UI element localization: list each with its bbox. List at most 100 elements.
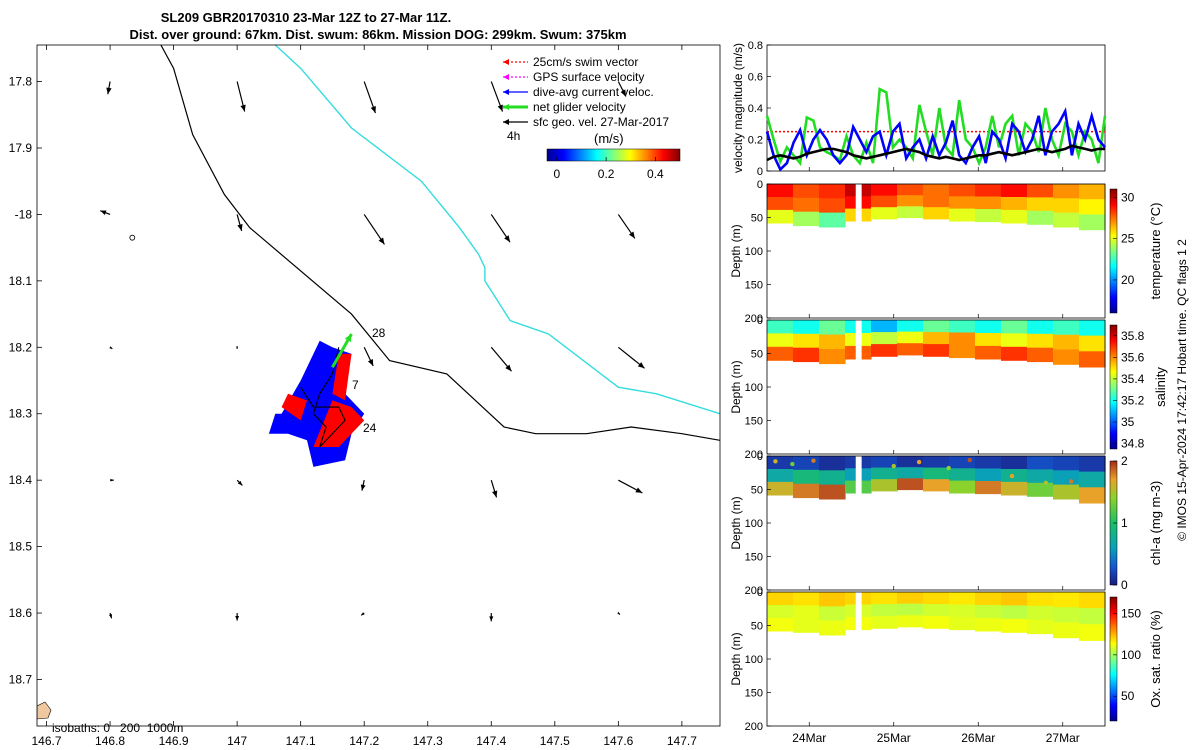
land-patch: [37, 701, 52, 720]
section-cell: [1027, 320, 1054, 335]
section-cell: [1053, 484, 1080, 500]
section-cell: [1079, 335, 1106, 352]
section-cell: [871, 456, 898, 469]
section-cell: [1027, 619, 1054, 635]
section-cell: [1079, 487, 1106, 504]
colorbar-tick-label: 0.4: [647, 167, 664, 181]
section-cell: [1079, 199, 1106, 215]
colorbar-tick-label: 34.8: [1121, 437, 1145, 451]
section-cell: [949, 345, 976, 359]
section-cell: [793, 320, 820, 335]
section-cell: [923, 207, 950, 220]
chl-dot: [790, 461, 795, 467]
depth-tick-label: 150: [745, 416, 763, 428]
title-line1: SL209 GBR20170310 23-Mar 12Z to 27-Mar 1…: [161, 10, 451, 25]
geo-velocity-vector: [236, 479, 243, 486]
depth-tick-label: 0: [757, 451, 763, 463]
section-cell: [949, 208, 976, 222]
colorbar-tick-label: 0.2: [598, 167, 615, 181]
credit-text: © IMOS 15-Apr-2024 17:42:17 Hobart time.…: [1175, 239, 1189, 541]
section-cell: [1001, 184, 1028, 198]
geo-velocity-vector: [617, 81, 627, 97]
depth-tick-label: 100: [745, 382, 763, 394]
section-cell: [1001, 469, 1028, 483]
section-cell: [1053, 592, 1080, 608]
section-cell: [897, 456, 924, 468]
map-ytick-label: 18.4: [9, 473, 33, 487]
section-cell: [949, 468, 976, 482]
section-cell: [949, 184, 976, 197]
section-cell: [1027, 456, 1054, 470]
geo-velocity-vector: [617, 214, 636, 239]
geo-velocity-vector: [236, 346, 239, 349]
section-cell: [1079, 214, 1106, 231]
map-frame: [36, 44, 721, 727]
geo-velocity-vector: [617, 611, 621, 615]
depth-tick-label: 50: [751, 213, 763, 225]
section-cell: [1053, 334, 1080, 350]
section-colorbar: [1109, 324, 1118, 450]
section-cell: [871, 467, 898, 480]
series-dive-avg-current-veloc-: [765, 107, 1106, 172]
section-panel-4: 0 50 100 150 200 Depth (m) 50 100 150 Ox. sat. ra…: [729, 587, 1163, 733]
time-tick-label: 24Mar: [792, 731, 826, 745]
section-cell: [793, 211, 820, 227]
swim-vector-patch-2: [281, 393, 307, 421]
section-cell: [923, 344, 950, 357]
velocity-ylabel: velocity magnitude (m/s): [731, 43, 745, 173]
geo-velocity-vector: [360, 612, 365, 616]
map-ytick-label: 18.7: [9, 672, 33, 686]
section-cell: [871, 344, 898, 357]
glider-track: [300, 347, 346, 448]
section-cell: [975, 320, 1002, 334]
section-cell: [1079, 471, 1106, 488]
depth-tick-label: 200: [745, 313, 763, 325]
section-cell: [949, 617, 976, 631]
section-cell: [871, 479, 898, 492]
section-cell: [1053, 470, 1080, 486]
isobaths-label: isobaths: 0 200 1000m: [52, 721, 183, 735]
section-cell: [897, 343, 924, 356]
section-cell: [897, 331, 924, 344]
section-cell: [793, 197, 820, 213]
section-cell: [975, 456, 1002, 470]
track-label-7: 7: [352, 378, 359, 392]
map-xtick-label: 147.6: [603, 734, 633, 748]
section-cell: [897, 467, 924, 479]
section-cell: [767, 592, 794, 606]
velocity-ytick-label: 0.6: [748, 72, 763, 84]
section-cell: [923, 467, 950, 480]
time-tick-label: 26Mar: [961, 731, 995, 745]
depth-tick-label: 0: [757, 587, 763, 599]
section-cell: [1001, 346, 1028, 361]
colorbar-unit: (m/s): [594, 131, 624, 146]
section-cell: [1053, 622, 1080, 639]
colorbar-tick-label: 35.8: [1121, 329, 1145, 343]
section-cell: [897, 603, 924, 616]
isobath-1000m: [274, 45, 720, 415]
time-tick-label: 27Mar: [1046, 731, 1080, 745]
section-cell: [793, 333, 820, 349]
section-cell: [1027, 333, 1054, 349]
geo-velocity-vector: [236, 81, 246, 112]
net-glider-arrowhead: [344, 334, 352, 342]
section-cell: [897, 320, 924, 333]
map-ytick-label: 18.5: [9, 540, 33, 554]
section-cell: [1001, 197, 1028, 211]
legend-label: GPS surface velocity: [533, 70, 644, 84]
section-cell: [819, 620, 846, 636]
legend-entry: net glider velocity: [503, 100, 626, 114]
section-cell: [767, 320, 794, 334]
geo-velocity-vector: [490, 81, 504, 112]
legend-label: dive-avg current veloc.: [533, 85, 654, 99]
section-cell: [871, 184, 898, 197]
map-xtick-label: 147.3: [413, 734, 443, 748]
section-cell: [871, 616, 898, 629]
section-cell: [923, 195, 950, 208]
chl-dot: [1009, 473, 1015, 479]
chl-dot: [916, 459, 922, 465]
velocity-ytick-label: 0.2: [748, 135, 763, 147]
section-cell: [819, 606, 846, 622]
section-cell: [819, 198, 846, 214]
